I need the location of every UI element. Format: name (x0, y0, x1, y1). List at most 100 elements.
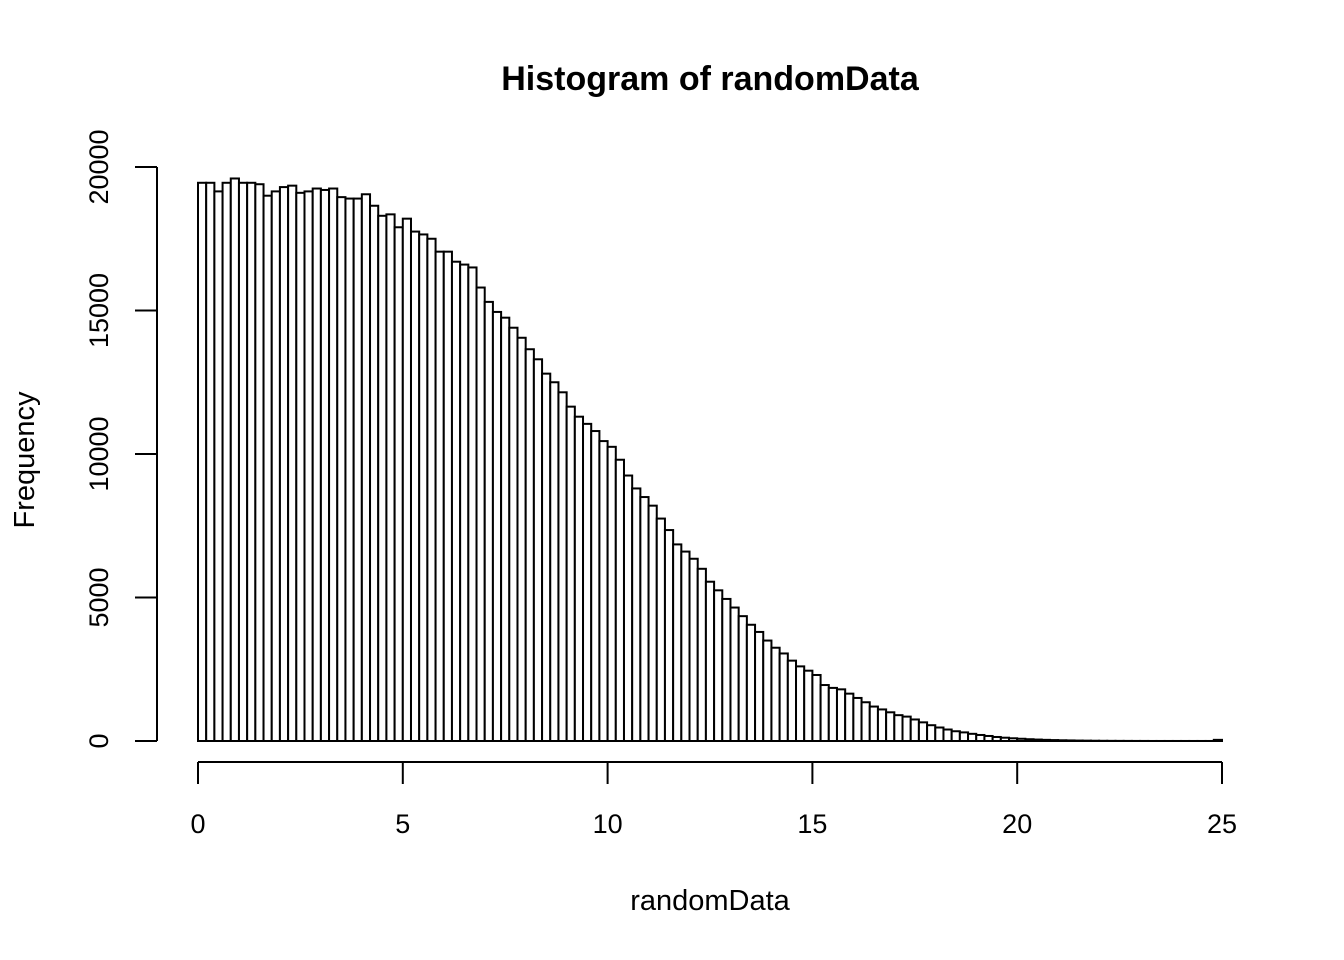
histogram-bar (328, 187, 339, 742)
histogram-bar (565, 405, 576, 742)
histogram-bar (786, 659, 798, 743)
histogram-bar (852, 696, 863, 743)
histogram-bar (237, 181, 249, 743)
histogram-bar (737, 615, 748, 743)
histogram-bar (1016, 737, 1027, 743)
histogram-bar (221, 181, 232, 743)
histogram-bar (827, 686, 838, 743)
histogram-bar (409, 230, 421, 742)
histogram-bar (975, 733, 986, 743)
histogram-bar (598, 440, 609, 742)
histogram-bar (573, 415, 585, 742)
histogram-bar (303, 190, 314, 742)
histogram-bar (434, 250, 445, 742)
histogram-bar (426, 237, 437, 742)
histogram-bar (352, 197, 363, 742)
histogram-bar (819, 684, 830, 742)
histogram-bars (197, 177, 1223, 743)
histogram-bar (713, 589, 724, 743)
histogram-bar (549, 381, 560, 742)
histogram-bar (270, 190, 281, 742)
histogram-bar (704, 580, 716, 743)
histogram-bar (631, 487, 642, 742)
y-tick-label: 20000 (84, 129, 114, 204)
histogram-bar (1065, 739, 1076, 743)
histogram-bar (344, 197, 355, 742)
histogram-bar (369, 204, 380, 742)
histogram-bar (835, 688, 847, 743)
histogram-bar (999, 736, 1011, 743)
x-axis-label: randomData (630, 885, 790, 917)
histogram-bar (197, 181, 208, 743)
histogram-bar (459, 263, 470, 742)
x-tick-label: 5 (395, 809, 410, 839)
histogram-bar (278, 186, 290, 742)
histogram-bar (729, 606, 740, 742)
histogram-bar (582, 422, 593, 742)
histogram-bar (934, 726, 945, 742)
histogram-bar (885, 711, 896, 742)
histogram-bar (1057, 739, 1068, 742)
y-tick-label: 10000 (84, 416, 114, 491)
histogram-bar (336, 196, 347, 742)
chart-title: Histogram of randomData (501, 60, 920, 98)
histogram-bar (393, 226, 404, 742)
histogram-bar (360, 193, 372, 742)
histogram-bar (876, 708, 888, 742)
x-tick-label: 10 (593, 809, 623, 839)
histogram-bar (1008, 737, 1019, 742)
histogram-bar (614, 458, 625, 742)
y-tick-label: 15000 (84, 273, 114, 348)
histogram-bar (950, 730, 961, 743)
histogram-bar (524, 348, 535, 742)
histogram-bar (1048, 739, 1060, 743)
histogram-bar (967, 732, 978, 743)
histogram-bar (287, 184, 298, 742)
histogram-bar (868, 705, 879, 742)
histogram-bar (311, 187, 322, 742)
histogram-bar (541, 372, 552, 742)
x-tick-label: 20 (1002, 809, 1032, 839)
histogram-bar (958, 731, 970, 743)
histogram-bar (377, 214, 388, 743)
histogram-bar (213, 190, 224, 742)
histogram-bar (745, 623, 757, 743)
histogram-bar (475, 286, 486, 742)
histogram-bar (663, 529, 675, 742)
histogram-bar (860, 701, 871, 743)
histogram-bar (590, 430, 601, 742)
x-tick-label: 25 (1207, 809, 1237, 839)
histogram-bar (500, 316, 511, 742)
histogram-bar (983, 734, 994, 742)
histogram-bar (1032, 738, 1043, 743)
histogram-bar (450, 260, 462, 742)
histogram-bar (696, 567, 707, 742)
histogram-bar (770, 646, 781, 742)
histogram-bar (246, 181, 257, 743)
histogram-bar (803, 669, 814, 742)
histogram-bar (811, 673, 822, 742)
histogram-bar (778, 652, 789, 743)
histogram-bar (319, 188, 331, 742)
x-axis: 0 5 10 15 20 25 (190, 761, 1237, 839)
histogram-bar (622, 474, 634, 742)
histogram-bar (467, 266, 478, 742)
histogram-bar (442, 250, 453, 742)
histogram-bar (893, 714, 904, 742)
histogram-bar (418, 233, 429, 742)
histogram-bar (557, 391, 568, 742)
histogram-bar (508, 326, 519, 742)
histogram-bar (483, 300, 494, 742)
y-tick-label: 0 (84, 733, 114, 748)
histogram-bar (205, 181, 216, 743)
y-axis-label: Frequency (9, 391, 41, 529)
histogram-bar (909, 718, 920, 742)
histogram-bar (754, 630, 765, 742)
histogram-bar (991, 735, 1002, 742)
histogram-bar (516, 336, 527, 742)
histogram-bar (721, 597, 732, 742)
histogram-bar (942, 728, 953, 743)
histogram-bar (295, 191, 306, 742)
histogram-bar (926, 724, 937, 743)
histogram-bar (532, 358, 544, 742)
